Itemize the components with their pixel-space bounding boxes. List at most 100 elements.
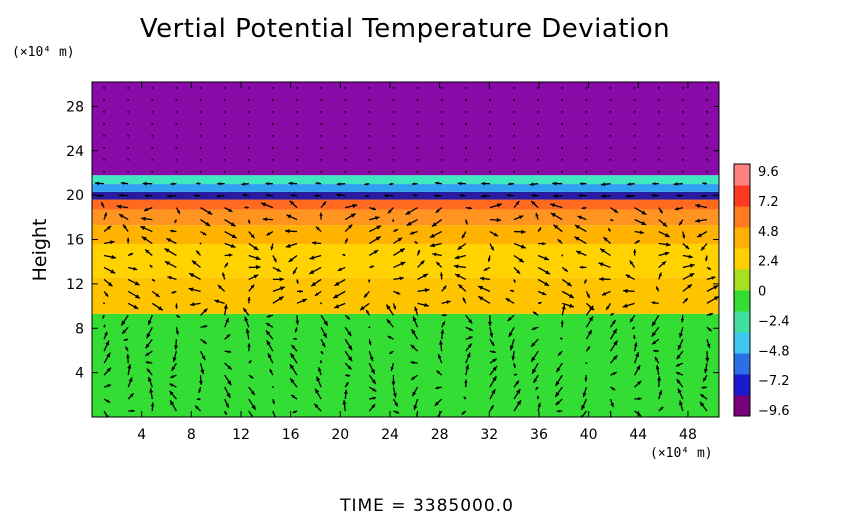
- wind-arrow: [144, 350, 153, 357]
- time-value: 3385000.0: [412, 496, 514, 516]
- colorbar-tick-label: −9.6: [758, 404, 790, 419]
- wind-arrow: [695, 218, 708, 223]
- wind-arrow: [199, 350, 206, 361]
- wind-arrow: [651, 314, 660, 327]
- wind-arrow: [703, 363, 708, 374]
- colorbar-frame: [733, 163, 751, 417]
- wind-arrow: [244, 206, 249, 209]
- wind-arrow: [505, 297, 515, 304]
- wind-arrow: [513, 380, 520, 388]
- wind-arrow: [550, 212, 563, 221]
- wind-arrow: [286, 214, 298, 221]
- wind-arrow: [682, 297, 689, 304]
- wind-arrow: [410, 374, 418, 381]
- x-tick-label: 16: [282, 427, 300, 443]
- wind-arrow: [465, 352, 471, 364]
- wind-arrow: [393, 410, 400, 414]
- wind-arrow: [194, 405, 201, 412]
- x-tick-label: 4: [137, 427, 146, 443]
- wind-arrow: [121, 326, 129, 335]
- wind-arrow: [537, 254, 550, 261]
- wind-arrow: [417, 273, 429, 280]
- wind-arrow: [224, 333, 231, 340]
- layer-band-9: [92, 82, 719, 176]
- wind-arrow: [706, 339, 711, 349]
- wind-arrow: [625, 274, 635, 280]
- wind-arrow: [477, 295, 491, 304]
- wind-arrow: [531, 362, 539, 375]
- wind-arrow: [388, 182, 394, 186]
- wind-arrow: [103, 290, 109, 298]
- wind-arrow: [127, 290, 141, 299]
- wind-arrow: [320, 314, 329, 327]
- wind-arrow: [248, 359, 252, 364]
- wind-arrow: [537, 290, 547, 296]
- wind-arrow: [556, 362, 563, 373]
- wind-arrow: [560, 320, 564, 328]
- wind-arrow: [435, 207, 443, 214]
- wind-arrow: [436, 370, 443, 376]
- y-tick-label: 8: [75, 321, 84, 337]
- wind-arrow: [147, 315, 153, 326]
- wind-arrow: [581, 206, 587, 210]
- wind-arrow: [344, 238, 349, 244]
- wind-arrow: [610, 312, 614, 316]
- wind-arrow: [320, 338, 326, 348]
- wind-arrow: [199, 362, 205, 375]
- colorbar-segment: [734, 227, 750, 249]
- wind-arrow: [706, 295, 719, 304]
- wind-arrow: [118, 213, 129, 221]
- wind-arrow: [411, 328, 419, 340]
- wind-arrow: [188, 272, 201, 280]
- wind-arrow: [652, 182, 659, 186]
- wind-arrow: [265, 181, 273, 186]
- wind-arrow: [537, 278, 550, 287]
- wind-arrow: [412, 182, 418, 186]
- wind-arrow: [332, 290, 346, 299]
- wind-arrow: [706, 312, 714, 316]
- wind-arrow: [344, 314, 351, 320]
- wind-arrow: [387, 335, 394, 340]
- wind-arrow: [489, 350, 496, 354]
- wind-arrow: [217, 284, 226, 292]
- wind-arrow: [223, 304, 228, 316]
- wind-arrow: [701, 386, 708, 389]
- wind-arrow: [224, 398, 230, 408]
- wind-arrow: [441, 285, 447, 292]
- wind-arrow: [368, 403, 376, 412]
- y-axis-unit: (×10⁴ m): [12, 45, 75, 60]
- wind-arrow: [369, 216, 380, 221]
- wind-arrow: [434, 194, 442, 198]
- wind-arrow: [633, 351, 640, 364]
- wind-arrow: [315, 181, 322, 185]
- wind-arrow: [679, 327, 684, 338]
- wind-arrow: [369, 225, 382, 233]
- wind-arrow: [513, 373, 518, 377]
- wind-arrow: [309, 254, 322, 260]
- wind-arrow: [272, 296, 284, 304]
- wind-arrow: [695, 203, 708, 209]
- wind-arrow: [288, 254, 298, 263]
- wind-arrow: [682, 231, 686, 239]
- wind-arrow: [269, 368, 274, 376]
- wind-arrow: [706, 266, 712, 271]
- wind-arrow: [168, 390, 177, 400]
- wind-arrow: [457, 242, 467, 251]
- wind-arrow: [247, 296, 251, 304]
- wind-arrow: [457, 283, 467, 292]
- layer-band-3: [92, 225, 719, 244]
- wind-arrow: [454, 254, 466, 260]
- wind-arrow: [441, 313, 447, 317]
- wind-arrow: [513, 363, 516, 369]
- wind-arrow: [166, 194, 177, 199]
- wind-arrow: [677, 338, 684, 351]
- wind-arrow: [705, 255, 708, 262]
- wind-arrow: [290, 394, 298, 400]
- wind-arrow: [393, 276, 404, 281]
- wind-arrow: [368, 350, 374, 362]
- wind-arrow: [706, 326, 713, 332]
- wind-arrow: [314, 194, 322, 198]
- wind-arrow: [489, 365, 498, 376]
- wind-arrow: [609, 319, 616, 328]
- wind-arrow: [609, 340, 618, 352]
